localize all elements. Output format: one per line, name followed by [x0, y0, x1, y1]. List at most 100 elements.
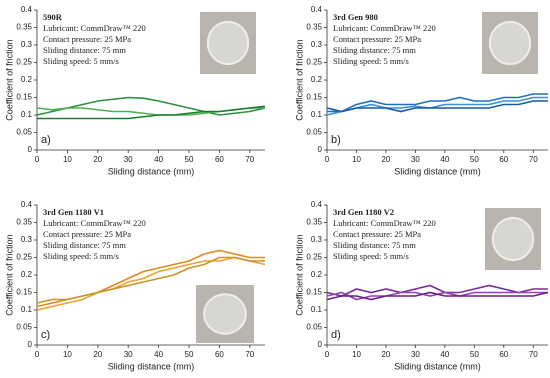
panel-title: 3rd Gen 980 [333, 12, 378, 22]
subplot: 0 0.05 0.1 0.15 0.2 0.25 0.3 0.35 0.4 0 10 20 30 40 50… [294, 5, 548, 176]
y-tick-label: 0.35 [16, 218, 32, 227]
x-axis-title: Sliding distance (mm) [394, 361, 481, 371]
x-tick-label: 40 [154, 350, 163, 359]
y-tick-label: 0.4 [21, 5, 33, 14]
x-axis-title: Sliding distance (mm) [394, 166, 481, 176]
annotation: Lubricant: CommDraw™ 220 [43, 23, 146, 33]
y-tick-label: 0.2 [311, 75, 323, 84]
y-tick-label: 0.3 [311, 40, 323, 49]
x-tick-label: 60 [215, 350, 224, 359]
y-tick-label: 0.35 [16, 23, 32, 32]
y-axis-title: Coefficient of friction [294, 39, 304, 120]
y-tick-label: 0.1 [21, 305, 33, 314]
x-tick-label: 40 [440, 350, 449, 359]
x-axis-title: Sliding distance (mm) [108, 166, 195, 176]
x-tick-label: 20 [381, 350, 390, 359]
y-tick-label: 0.3 [21, 235, 33, 244]
x-tick-label: 0 [325, 155, 330, 164]
y-tick-label: 0.25 [16, 253, 32, 262]
annotation: Sliding speed: 5 mm/s [43, 251, 119, 261]
x-tick-label: 70 [245, 350, 254, 359]
y-tick-label: 0 [28, 145, 33, 154]
annotation: Sliding speed: 5 mm/s [333, 56, 409, 66]
y-axis-title: Coefficient of friction [4, 234, 14, 315]
y-tick-label: 0.4 [311, 200, 323, 209]
y-tick-label: 0.05 [16, 323, 32, 332]
annotation: Contact pressure: 25 MPa [333, 34, 421, 44]
x-tick-label: 10 [352, 155, 361, 164]
x-tick-label: 10 [63, 350, 72, 359]
y-tick-label: 0.2 [311, 270, 323, 279]
y-tick-label: 0.2 [21, 270, 33, 279]
y-tick-label: 0.05 [306, 128, 322, 137]
panel-label: a) [41, 134, 51, 146]
subplot: 0 0.05 0.1 0.15 0.2 0.25 0.3 0.35 0.4 0 10 20 30 40 50… [294, 200, 549, 371]
x-tick-label: 50 [185, 350, 194, 359]
x-tick-label: 70 [529, 350, 538, 359]
y-tick-label: 0.3 [21, 40, 33, 49]
y-tick-label: 0.35 [306, 23, 322, 32]
series-line [36, 256, 265, 304]
series-line [326, 291, 549, 301]
x-tick-label: 60 [499, 350, 508, 359]
x-tick-label: 20 [93, 350, 102, 359]
annotation: Contact pressure: 25 MPa [43, 229, 131, 239]
x-tick-label: 40 [440, 155, 449, 164]
y-tick-label: 0.25 [306, 58, 322, 67]
y-tick-label: 0.4 [21, 200, 33, 209]
y-tick-label: 0.4 [311, 5, 323, 14]
sample-disc [488, 20, 532, 66]
y-tick-label: 0.35 [306, 218, 322, 227]
y-tick-label: 0.05 [16, 128, 32, 137]
x-tick-label: 20 [93, 155, 102, 164]
panel-title: 3rd Gen 1180 V1 [43, 207, 104, 217]
annotation: Lubricant: CommDraw™ 220 [43, 218, 146, 228]
sample-disc [491, 216, 535, 262]
series-line [327, 93, 548, 113]
y-tick-label: 0.15 [16, 93, 32, 102]
x-tick-label: 10 [63, 155, 72, 164]
y-tick-label: 0.2 [21, 75, 33, 84]
annotation: Sliding distance: 75 mm [43, 240, 126, 250]
series-line [326, 284, 548, 297]
y-tick-label: 0 [318, 340, 323, 349]
annotation: Contact pressure: 25 MPa [333, 229, 421, 239]
y-axis-title: Coefficient of friction [4, 39, 14, 120]
x-tick-label: 50 [470, 155, 479, 164]
y-tick-label: 0.15 [306, 288, 322, 297]
x-tick-label: 40 [154, 155, 163, 164]
annotation: Sliding distance: 75 mm [333, 240, 416, 250]
x-tick-label: 70 [245, 155, 254, 164]
x-tick-label: 30 [411, 350, 420, 359]
subplot: 0 0.05 0.1 0.15 0.2 0.25 0.3 0.35 0.4 0 10 20 30 40 50… [4, 200, 266, 371]
y-tick-label: 0.1 [21, 110, 33, 119]
x-tick-label: 0 [35, 350, 40, 359]
x-tick-label: 0 [325, 350, 330, 359]
x-tick-label: 60 [215, 155, 224, 164]
y-tick-label: 0.25 [306, 253, 322, 262]
y-tick-label: 0.15 [306, 93, 322, 102]
annotation: Sliding distance: 75 mm [43, 45, 126, 55]
y-tick-label: 0.05 [306, 323, 322, 332]
series-line [36, 96, 266, 116]
annotation: Contact pressure: 25 MPa [43, 34, 131, 44]
panel-label: d) [331, 329, 341, 341]
x-tick-label: 30 [411, 155, 420, 164]
series-line [36, 256, 266, 311]
x-tick-label: 0 [35, 155, 40, 164]
y-tick-label: 0.3 [311, 235, 323, 244]
y-tick-label: 0.1 [311, 110, 323, 119]
sample-disc [203, 293, 247, 335]
annotation: Lubricant: CommDraw™ 220 [333, 23, 436, 33]
annotation: Sliding speed: 5 mm/s [333, 251, 409, 261]
annotation: Lubricant: CommDraw™ 220 [333, 218, 436, 228]
subplot: 0 0.05 0.1 0.15 0.2 0.25 0.3 0.35 0.4 0 10 20 30 40 50… [4, 5, 266, 176]
y-tick-label: 0 [318, 145, 323, 154]
panel-label: b) [331, 134, 341, 146]
x-axis-title: Sliding distance (mm) [108, 361, 195, 371]
x-tick-label: 60 [499, 155, 508, 164]
y-axis-title: Coefficient of friction [294, 234, 304, 315]
sample-disc [206, 20, 250, 66]
y-tick-label: 0 [28, 340, 33, 349]
